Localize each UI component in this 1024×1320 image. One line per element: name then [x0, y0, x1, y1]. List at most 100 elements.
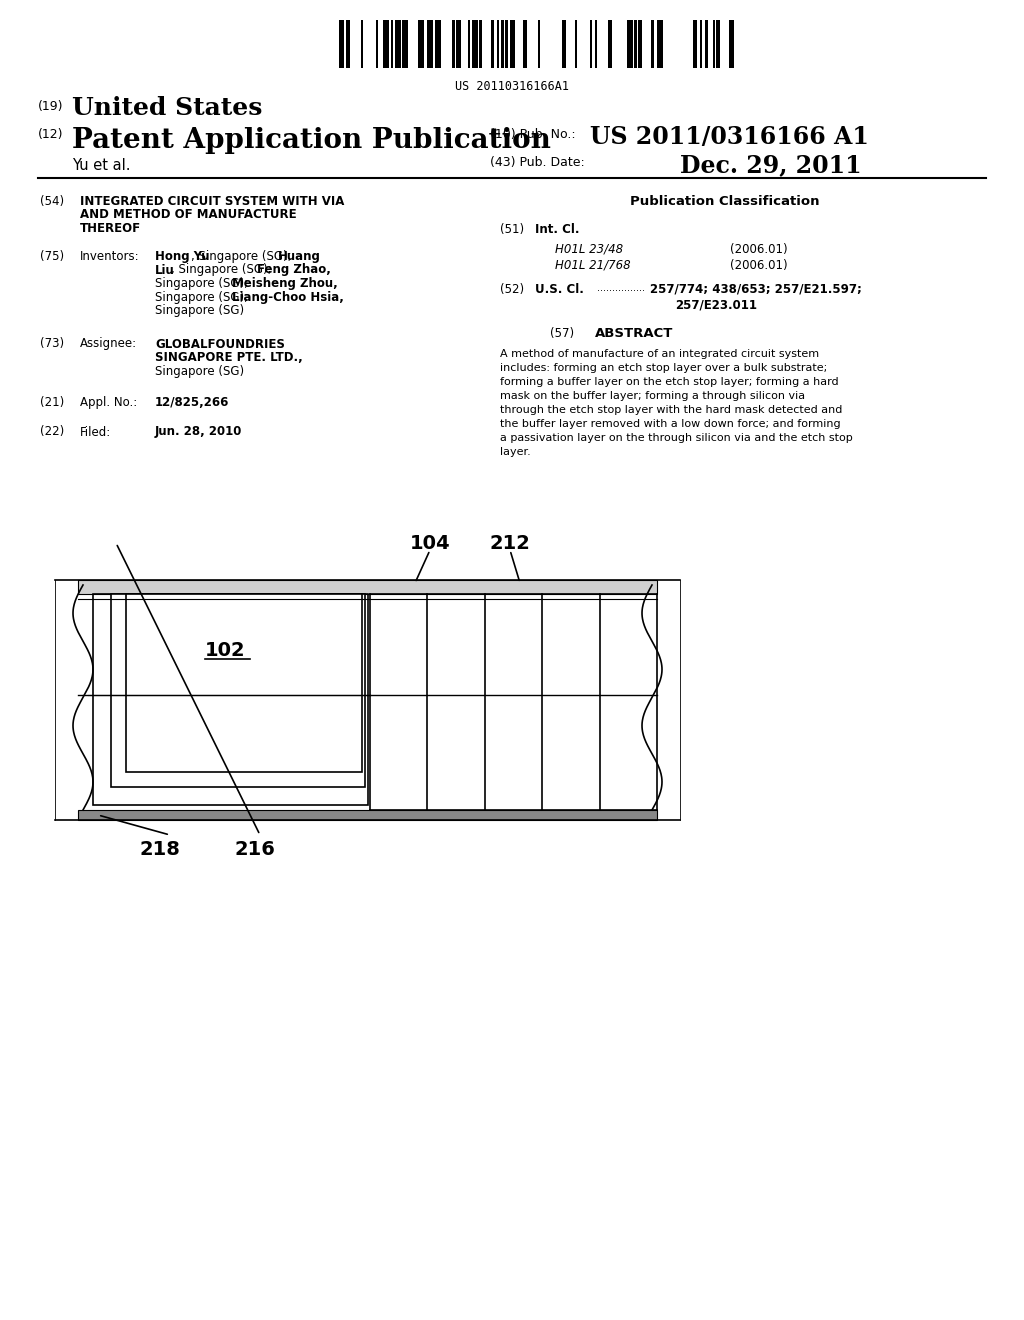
- Text: (73): (73): [40, 338, 65, 351]
- Bar: [383, 20, 389, 69]
- Text: 216: 216: [234, 840, 275, 859]
- Text: Yu et al.: Yu et al.: [72, 158, 130, 173]
- Text: SINGAPORE PTE. LTD.,: SINGAPORE PTE. LTD.,: [155, 351, 303, 364]
- Text: 102: 102: [205, 640, 246, 660]
- Text: Inventors:: Inventors:: [80, 249, 139, 263]
- Text: Liu: Liu: [155, 264, 175, 276]
- Text: (10) Pub. No.:: (10) Pub. No.:: [490, 128, 575, 141]
- Text: Assignee:: Assignee:: [80, 338, 137, 351]
- Text: 257/E23.011: 257/E23.011: [675, 300, 757, 312]
- Text: through the etch stop layer with the hard mask detected and: through the etch stop layer with the har…: [500, 405, 843, 414]
- Bar: [361, 20, 362, 69]
- Text: US 2011/0316166 A1: US 2011/0316166 A1: [590, 125, 869, 149]
- Bar: [78, 579, 657, 594]
- Bar: [510, 20, 515, 69]
- Bar: [418, 20, 424, 69]
- Bar: [562, 20, 566, 69]
- Bar: [339, 20, 344, 69]
- Bar: [78, 810, 657, 820]
- Text: Filed:: Filed:: [80, 425, 112, 438]
- Bar: [427, 20, 433, 69]
- Bar: [497, 20, 499, 69]
- Text: (52): (52): [500, 282, 524, 296]
- Text: Jun. 28, 2010: Jun. 28, 2010: [155, 425, 243, 438]
- Text: 212: 212: [489, 535, 530, 553]
- Text: United States: United States: [72, 96, 262, 120]
- Text: (22): (22): [40, 425, 65, 438]
- Text: (2006.01): (2006.01): [730, 243, 787, 256]
- Text: , Singapore (SG);: , Singapore (SG);: [191, 249, 296, 263]
- Bar: [490, 20, 494, 69]
- Bar: [705, 20, 708, 69]
- Text: Feng Zhao,: Feng Zhao,: [257, 264, 331, 276]
- Bar: [468, 20, 470, 69]
- Text: includes: forming an etch stop layer over a bulk substrate;: includes: forming an etch stop layer ove…: [500, 363, 827, 374]
- Bar: [713, 20, 715, 69]
- Bar: [395, 20, 401, 69]
- Text: Singapore (SG): Singapore (SG): [155, 304, 244, 317]
- Bar: [402, 20, 408, 69]
- Bar: [456, 20, 461, 69]
- Text: (2006.01): (2006.01): [730, 259, 787, 272]
- Text: Dec. 29, 2011: Dec. 29, 2011: [680, 153, 861, 177]
- Text: THEREOF: THEREOF: [80, 222, 141, 235]
- Text: layer.: layer.: [500, 447, 530, 457]
- Bar: [501, 20, 504, 69]
- Text: H01L 23/48: H01L 23/48: [555, 243, 624, 256]
- Text: (12): (12): [38, 128, 63, 141]
- Text: Singapore (SG);: Singapore (SG);: [155, 277, 252, 290]
- Text: Singapore (SG);: Singapore (SG);: [155, 290, 252, 304]
- Text: AND METHOD OF MANUFACTURE: AND METHOD OF MANUFACTURE: [80, 209, 297, 222]
- Bar: [590, 20, 592, 69]
- Text: mask on the buffer layer; forming a through silicon via: mask on the buffer layer; forming a thro…: [500, 391, 805, 401]
- Bar: [657, 20, 663, 69]
- Bar: [700, 20, 702, 69]
- Bar: [435, 20, 441, 69]
- Text: 104: 104: [410, 535, 451, 553]
- Text: Int. Cl.: Int. Cl.: [535, 223, 580, 236]
- Text: (75): (75): [40, 249, 65, 263]
- Text: (51): (51): [500, 223, 524, 236]
- Bar: [651, 20, 654, 69]
- Bar: [595, 20, 597, 69]
- Bar: [716, 20, 720, 69]
- Text: GLOBALFOUNDRIES: GLOBALFOUNDRIES: [155, 338, 285, 351]
- Text: Patent Application Publication: Patent Application Publication: [72, 127, 551, 154]
- Text: ................: ................: [597, 282, 645, 293]
- Bar: [627, 20, 633, 69]
- Text: INTEGRATED CIRCUIT SYSTEM WITH VIA: INTEGRATED CIRCUIT SYSTEM WITH VIA: [80, 195, 344, 209]
- Text: 218: 218: [139, 840, 180, 859]
- Text: Huang: Huang: [278, 249, 321, 263]
- Text: 257/774; 438/653; 257/E21.597;: 257/774; 438/653; 257/E21.597;: [650, 282, 862, 296]
- Bar: [452, 20, 455, 69]
- Bar: [538, 20, 540, 69]
- Text: the buffer layer removed with a low down force; and forming: the buffer layer removed with a low down…: [500, 418, 841, 429]
- Bar: [523, 20, 527, 69]
- Text: a passivation layer on the through silicon via and the etch stop: a passivation layer on the through silic…: [500, 433, 853, 444]
- Text: Singapore (SG): Singapore (SG): [155, 364, 244, 378]
- Text: (57): (57): [550, 327, 574, 341]
- Bar: [93, 594, 368, 805]
- Bar: [575, 20, 577, 69]
- Bar: [126, 594, 362, 772]
- Bar: [472, 20, 478, 69]
- Bar: [346, 20, 350, 69]
- Text: (54): (54): [40, 195, 65, 209]
- Text: U.S. Cl.: U.S. Cl.: [535, 282, 584, 296]
- Bar: [391, 20, 393, 69]
- Text: (21): (21): [40, 396, 65, 409]
- Bar: [608, 20, 612, 69]
- Text: H01L 21/768: H01L 21/768: [555, 259, 631, 272]
- Bar: [634, 20, 637, 69]
- Bar: [479, 20, 482, 69]
- Text: Hong Yu: Hong Yu: [155, 249, 210, 263]
- Bar: [505, 20, 508, 69]
- Text: Meisheng Zhou,: Meisheng Zhou,: [231, 277, 338, 290]
- Bar: [376, 20, 378, 69]
- Text: ABSTRACT: ABSTRACT: [595, 327, 674, 341]
- Text: Liang-Choo Hsia,: Liang-Choo Hsia,: [231, 290, 344, 304]
- Bar: [693, 20, 697, 69]
- Text: A method of manufacture of an integrated circuit system: A method of manufacture of an integrated…: [500, 348, 819, 359]
- Bar: [729, 20, 734, 69]
- Text: 12/825,266: 12/825,266: [155, 396, 229, 409]
